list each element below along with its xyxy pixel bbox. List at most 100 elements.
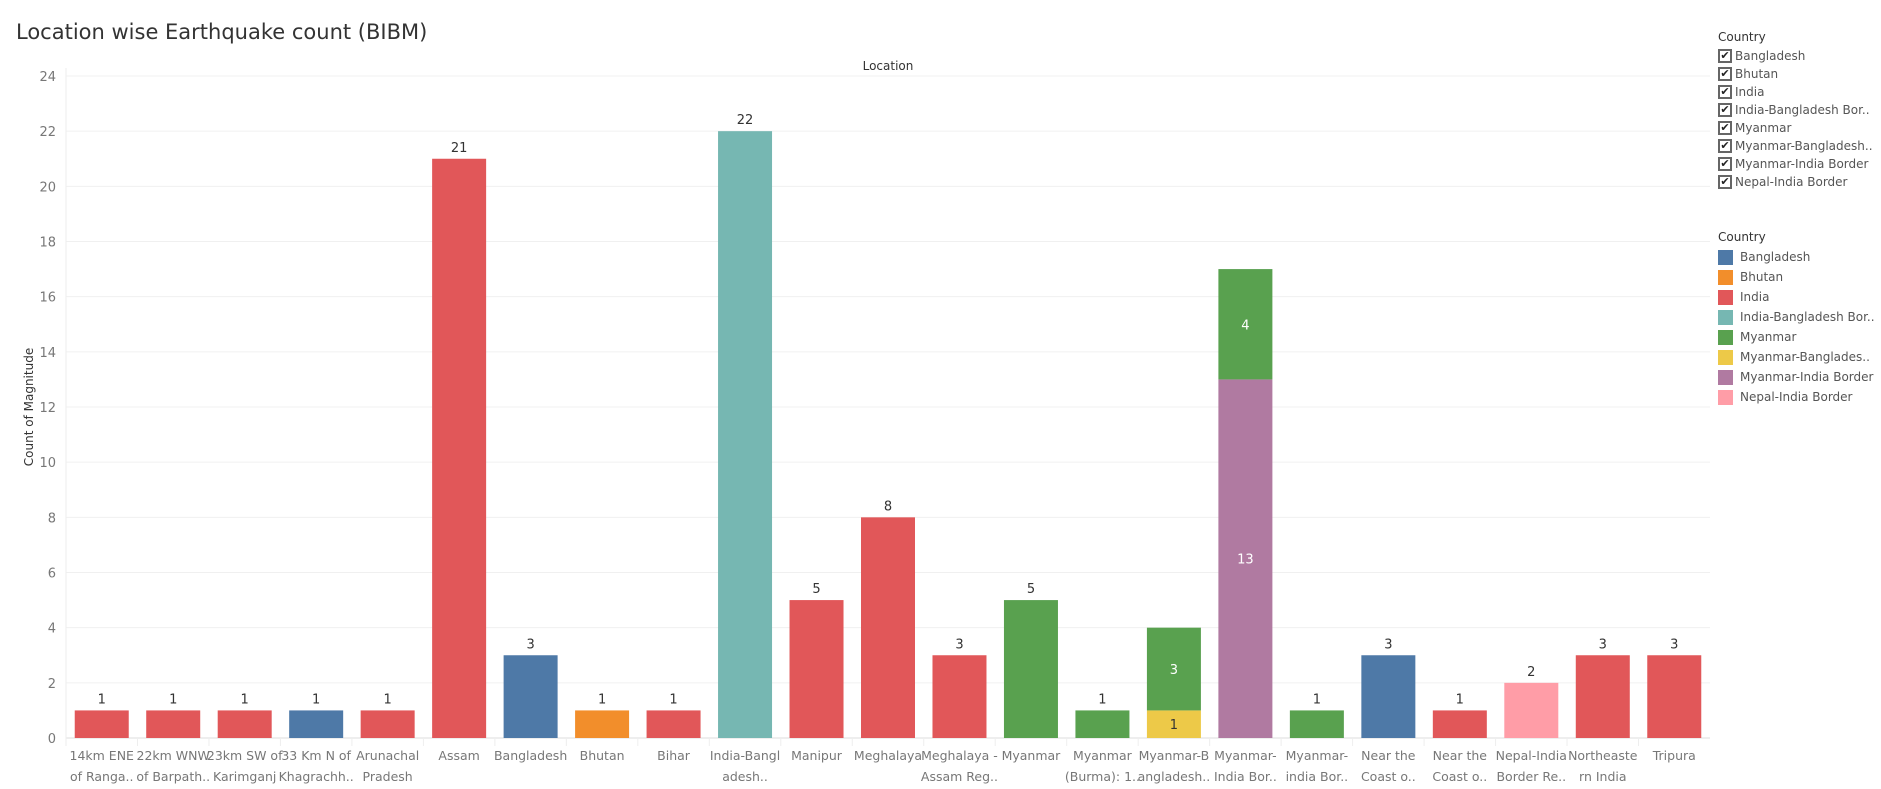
legend-title: Country: [1718, 230, 1766, 244]
legend-label: Myanmar-India Border: [1740, 370, 1874, 384]
bar-segment: [503, 655, 558, 738]
legend-swatch: [1718, 329, 1733, 345]
y-tick-label: 8: [48, 511, 56, 526]
filter-label: Myanmar-India Border: [1735, 157, 1869, 171]
checkbox[interactable]: ✔: [1718, 67, 1732, 81]
checkbox[interactable]: ✔: [1718, 85, 1732, 99]
checkbox[interactable]: ✔: [1718, 175, 1732, 189]
legend-item[interactable]: India: [1718, 287, 1875, 307]
filter-item[interactable]: ✔ Bangladesh: [1718, 47, 1873, 65]
x-tick-label: Pradesh: [363, 769, 413, 784]
x-tick-label: (Burma): 1..: [1065, 769, 1140, 784]
x-tick-label: 23km SW of: [207, 748, 283, 763]
x-tick-label: India-Bangl: [710, 748, 780, 763]
data-label: 1: [1313, 692, 1321, 707]
y-tick-label: 14: [39, 346, 56, 361]
data-label: 2: [1527, 665, 1535, 680]
legend-label: Bhutan: [1740, 270, 1784, 284]
filter-item[interactable]: ✔ India: [1718, 83, 1873, 101]
bar-segment: [432, 158, 487, 738]
bar-segment: [1504, 682, 1559, 738]
chart-title: Location wise Earthquake count (BIBM): [16, 20, 428, 44]
x-tick-label: Border Re..: [1496, 769, 1566, 784]
column-header: Location: [863, 59, 914, 73]
legend-item[interactable]: Nepal-India Border: [1718, 387, 1875, 407]
bar-segment: [789, 600, 844, 738]
filter-label: Myanmar-Bangladesh..: [1735, 139, 1873, 153]
x-tick-label: Bihar: [657, 748, 691, 763]
y-tick-label: 0: [48, 732, 56, 747]
data-label: 13: [1237, 553, 1254, 568]
x-tick-label: adesh..: [722, 769, 768, 784]
y-tick-label: 6: [48, 567, 56, 582]
data-label: 1: [1098, 692, 1106, 707]
legend-label: Nepal-India Border: [1740, 390, 1853, 404]
x-tick-label: Myanmar: [1073, 748, 1133, 763]
x-tick-label: Myanmar-B: [1139, 748, 1210, 763]
data-label: 5: [812, 582, 820, 597]
bar-segment: [646, 710, 701, 738]
x-tick-label: Nepal-India: [1496, 748, 1567, 763]
filter-item[interactable]: ✔ Nepal-India Border: [1718, 173, 1873, 191]
y-axis-title: Count of Magnitude: [22, 348, 36, 466]
filter-label: Bangladesh: [1735, 49, 1806, 63]
data-label: 1: [1170, 718, 1178, 733]
filter-item[interactable]: ✔ Myanmar-India Border: [1718, 155, 1873, 173]
legend-swatch: [1718, 249, 1733, 265]
data-label: 5: [1027, 582, 1035, 597]
filter-item[interactable]: ✔ Bhutan: [1718, 65, 1873, 83]
bar-segment: [718, 131, 773, 738]
x-tick-label: Near the: [1433, 748, 1488, 763]
legend-item[interactable]: Myanmar-Banglades..: [1718, 347, 1875, 367]
legend-item[interactable]: Myanmar: [1718, 327, 1875, 347]
x-tick-label: 22km WNW: [137, 748, 210, 763]
legend-label: India-Bangladesh Bor..: [1740, 310, 1875, 324]
bar-segment: [1146, 710, 1201, 738]
bar-segment: [1647, 655, 1702, 738]
x-tick-label: india Bor..: [1286, 769, 1349, 784]
data-label: 3: [526, 637, 534, 652]
legend-item[interactable]: India-Bangladesh Bor..: [1718, 307, 1875, 327]
x-tick-label: Arunachal: [356, 748, 419, 763]
legend-item[interactable]: Bangladesh: [1718, 247, 1875, 267]
country-filter: Country ✔ Bangladesh ✔ Bhutan ✔ India ✔ India-B…: [1718, 30, 1873, 191]
bar-segment: [74, 710, 129, 738]
legend-item[interactable]: Bhutan: [1718, 267, 1875, 287]
x-tick-label: Tripura: [1652, 748, 1696, 763]
x-tick-label: Coast o..: [1432, 769, 1487, 784]
y-tick-label: 2: [48, 677, 56, 692]
filter-item[interactable]: ✔ India-Bangladesh Bor..: [1718, 101, 1873, 119]
filter-label: Bhutan: [1735, 67, 1779, 81]
x-tick-label: Myanmar-: [1214, 748, 1276, 763]
y-tick-label: 16: [39, 291, 56, 306]
bar-segment: [1075, 710, 1130, 738]
filter-item[interactable]: ✔ Myanmar-Bangladesh..: [1718, 137, 1873, 155]
bar-segment: [861, 517, 915, 738]
x-tick-label: Meghalaya: [854, 748, 922, 763]
bar-segment: [575, 710, 630, 738]
data-label: 1: [669, 692, 677, 707]
x-tick-label: of Ranga..: [70, 769, 134, 784]
x-tick-label: Karimganj: [213, 769, 276, 784]
legend-label: Myanmar-Banglades..: [1740, 350, 1870, 364]
color-legend: Country Bangladesh Bhutan India India-Bangl…: [1718, 230, 1875, 407]
x-tick-label: 33 Km N of: [281, 748, 351, 763]
legend-swatch: [1718, 369, 1733, 385]
checkbox[interactable]: ✔: [1718, 121, 1732, 135]
checkbox[interactable]: ✔: [1718, 157, 1732, 171]
x-tick-label: rn India: [1579, 769, 1627, 784]
data-label: 3: [1384, 637, 1392, 652]
bar-segment: [1575, 655, 1630, 738]
legend-item[interactable]: Myanmar-India Border: [1718, 367, 1875, 387]
data-label: 22: [737, 113, 754, 128]
checkbox[interactable]: ✔: [1718, 49, 1732, 63]
legend-label: Bangladesh: [1740, 250, 1811, 264]
filter-item[interactable]: ✔ Myanmar: [1718, 119, 1873, 137]
checkbox[interactable]: ✔: [1718, 103, 1732, 117]
data-label: 1: [384, 692, 392, 707]
legend-swatch: [1718, 289, 1733, 305]
checkbox[interactable]: ✔: [1718, 139, 1732, 153]
data-label: 1: [312, 692, 320, 707]
bar-segment: [289, 710, 344, 738]
